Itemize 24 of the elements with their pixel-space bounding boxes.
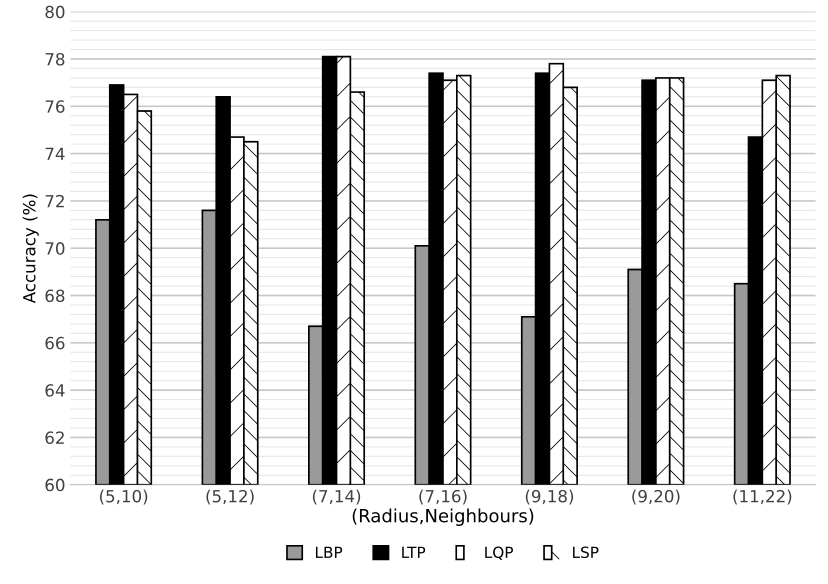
- x-tick-label: (9,18): [526, 490, 574, 504]
- y-tick-label: 76: [46, 100, 64, 113]
- y-tick-label: 74: [46, 148, 65, 160]
- legend-label: LQP: [485, 546, 513, 560]
- x-tick-label: (9,20): [632, 490, 680, 504]
- x-tick-label: (5,12): [206, 490, 254, 504]
- x-tick-label: (11,22): [733, 490, 792, 504]
- y-tick-label: 72: [46, 194, 64, 208]
- y-tick-label: 66: [45, 336, 64, 350]
- y-tick-label: 80: [45, 6, 64, 18]
- y-tick-label: 68: [45, 289, 64, 302]
- x-axis-title: (Radius,Neighbours): [352, 508, 534, 526]
- legend-label: LTP: [402, 546, 426, 558]
- legend-label: LBP: [316, 546, 342, 558]
- x-tick-label: (5,10): [100, 490, 148, 504]
- y-axis-title: Accuracy (%): [22, 194, 39, 304]
- y-tick-label: 70: [46, 242, 64, 255]
- y-tick-label: 60: [45, 478, 64, 492]
- legend-label: LSP: [573, 546, 598, 558]
- y-tick-label: 62: [45, 431, 64, 444]
- x-tick-label: (7,16): [419, 490, 467, 504]
- y-tick-label: 64: [45, 384, 65, 397]
- y-tick-label: 78: [46, 52, 64, 66]
- x-tick-label: (7,14): [312, 490, 360, 504]
